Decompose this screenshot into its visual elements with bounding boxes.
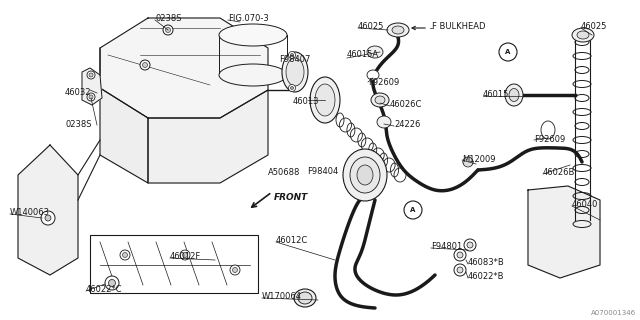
Ellipse shape	[509, 89, 519, 101]
Circle shape	[464, 239, 476, 251]
Polygon shape	[100, 48, 148, 183]
Circle shape	[457, 267, 463, 273]
Circle shape	[166, 28, 170, 33]
Circle shape	[182, 252, 188, 258]
Polygon shape	[100, 18, 268, 118]
Text: FRONT: FRONT	[274, 194, 308, 203]
Text: 46025: 46025	[581, 22, 607, 31]
Text: 46026C: 46026C	[390, 100, 422, 109]
Circle shape	[454, 249, 466, 261]
Circle shape	[291, 53, 294, 57]
Ellipse shape	[367, 46, 383, 58]
Ellipse shape	[367, 70, 379, 80]
Ellipse shape	[572, 28, 594, 42]
Polygon shape	[148, 90, 268, 183]
Polygon shape	[18, 145, 78, 275]
Ellipse shape	[219, 64, 287, 86]
Ellipse shape	[315, 84, 335, 116]
Circle shape	[454, 264, 466, 276]
Ellipse shape	[505, 84, 523, 106]
Text: 46026B: 46026B	[543, 168, 575, 177]
Circle shape	[467, 242, 473, 248]
Circle shape	[122, 252, 127, 258]
Ellipse shape	[282, 52, 308, 92]
Ellipse shape	[387, 23, 409, 37]
Ellipse shape	[219, 24, 287, 46]
Circle shape	[289, 84, 296, 92]
Text: 0238S: 0238S	[65, 120, 92, 129]
Polygon shape	[528, 186, 600, 278]
Ellipse shape	[294, 289, 316, 307]
Ellipse shape	[286, 58, 304, 86]
Circle shape	[143, 62, 147, 68]
Ellipse shape	[357, 165, 373, 185]
Ellipse shape	[371, 93, 389, 107]
Text: A070001346: A070001346	[591, 310, 636, 316]
Text: F92609: F92609	[368, 78, 399, 87]
Text: 46015: 46015	[483, 90, 509, 99]
Text: F98404: F98404	[307, 167, 339, 176]
Text: 46022*B: 46022*B	[468, 272, 504, 281]
Ellipse shape	[541, 121, 555, 139]
Ellipse shape	[577, 31, 589, 39]
Text: F98407: F98407	[279, 55, 310, 64]
Circle shape	[45, 215, 51, 221]
Circle shape	[105, 276, 119, 290]
Polygon shape	[82, 68, 102, 105]
Circle shape	[232, 268, 237, 273]
Circle shape	[463, 157, 473, 167]
Text: 46012C: 46012C	[276, 236, 308, 245]
Text: W170064: W170064	[262, 292, 302, 301]
Ellipse shape	[375, 96, 385, 104]
Circle shape	[289, 52, 296, 59]
Text: M12009: M12009	[462, 155, 495, 164]
Ellipse shape	[310, 77, 340, 123]
Ellipse shape	[298, 292, 312, 304]
Text: 46013: 46013	[293, 97, 319, 106]
Text: A: A	[506, 49, 511, 55]
Text: 46040: 46040	[572, 200, 598, 209]
Circle shape	[89, 73, 93, 77]
Ellipse shape	[392, 26, 404, 34]
Text: F BULKHEAD: F BULKHEAD	[432, 22, 486, 31]
Circle shape	[120, 250, 130, 260]
Bar	[90, 235, 258, 293]
Text: 46012F: 46012F	[170, 252, 201, 261]
Text: FIG.070-3: FIG.070-3	[228, 14, 269, 23]
Circle shape	[163, 25, 173, 35]
Circle shape	[87, 93, 95, 101]
Text: W140063: W140063	[10, 208, 50, 217]
Text: F94801: F94801	[431, 242, 462, 251]
Circle shape	[291, 86, 294, 90]
Circle shape	[41, 211, 55, 225]
Text: F92609: F92609	[534, 135, 565, 144]
Text: 46032: 46032	[65, 88, 92, 97]
Circle shape	[87, 71, 95, 79]
Ellipse shape	[343, 149, 387, 201]
Circle shape	[230, 265, 240, 275]
Ellipse shape	[350, 157, 380, 193]
Text: A: A	[410, 207, 416, 213]
Circle shape	[457, 252, 463, 258]
Text: 46025: 46025	[358, 22, 385, 31]
Text: 46015A: 46015A	[347, 50, 379, 59]
Circle shape	[89, 95, 93, 99]
Ellipse shape	[377, 116, 391, 128]
Text: 46022*C: 46022*C	[86, 285, 122, 294]
Ellipse shape	[463, 158, 473, 166]
Text: 24226: 24226	[394, 120, 420, 129]
Text: 0238S: 0238S	[155, 14, 182, 23]
Text: 46083*B: 46083*B	[468, 258, 505, 267]
Circle shape	[140, 60, 150, 70]
Circle shape	[109, 279, 115, 286]
Circle shape	[180, 250, 190, 260]
Text: A50688: A50688	[268, 168, 300, 177]
